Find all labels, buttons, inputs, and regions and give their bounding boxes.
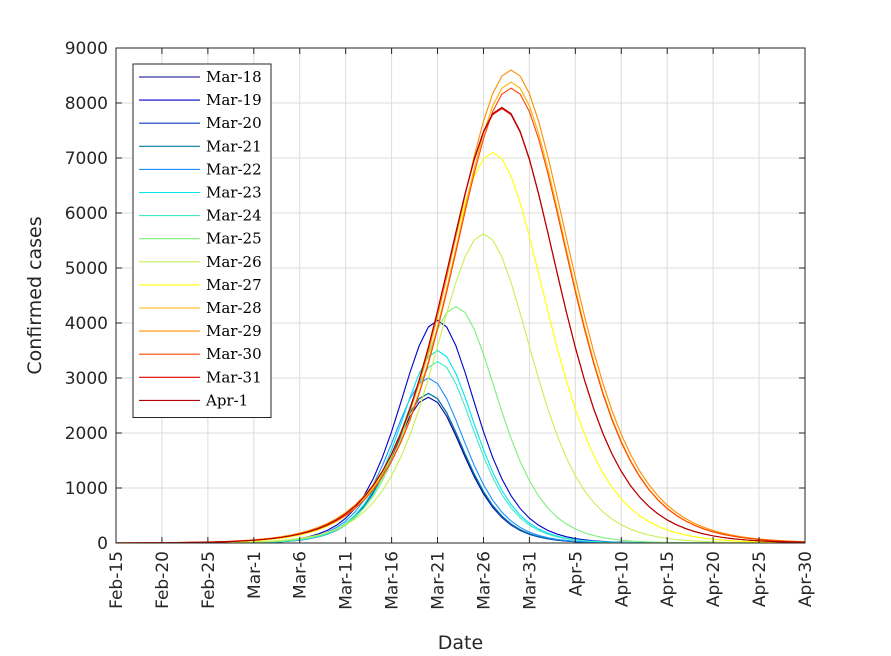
legend-entry-label: Mar-29 <box>206 322 262 340</box>
x-tick-label: Apr-15 <box>658 551 678 607</box>
plot-frame <box>115 47 806 544</box>
y-tick-label: 4000 <box>65 314 108 334</box>
y-tick-label: 8000 <box>65 94 108 114</box>
x-tick-label: Mar-11 <box>337 551 357 610</box>
legend-entry-label: Mar-30 <box>206 345 262 363</box>
legend-entry-label: Mar-20 <box>206 114 262 132</box>
y-axis-title: Confirmed cases <box>24 216 46 374</box>
x-tick-label: Apr-5 <box>566 551 586 596</box>
x-tick-label: Mar-16 <box>383 551 403 610</box>
x-tick-label: Feb-25 <box>199 551 219 609</box>
y-tick-label: 9000 <box>65 39 108 59</box>
legend-entry-label: Mar-27 <box>206 276 262 294</box>
x-tick-label: Mar-21 <box>429 551 449 610</box>
y-tick-label: 2000 <box>65 424 108 444</box>
legend-entry-label: Mar-21 <box>206 137 262 155</box>
x-tick-label: Mar-26 <box>474 551 494 610</box>
x-tick-label: Feb-20 <box>153 551 173 609</box>
y-tick-label: 1000 <box>65 479 108 499</box>
x-axis-title: Date <box>438 632 483 654</box>
x-tick-label: Mar-6 <box>291 551 311 599</box>
y-tick-label: 0 <box>97 534 108 554</box>
legend-entry-label: Mar-25 <box>206 230 262 248</box>
series-line-apr-1 <box>115 106 806 544</box>
legend-entry-label: Apr-1 <box>205 391 248 409</box>
x-tick-label: Feb-15 <box>107 551 127 609</box>
x-tick-labels: Feb-15 Feb-20 Feb-25 Mar-1 Mar-6 Mar-11 Mar-16… <box>107 551 816 610</box>
x-tick-label: Apr-20 <box>704 551 724 607</box>
legend-entry-label: Mar-31 <box>206 368 262 386</box>
x-tick-label: Apr-30 <box>796 551 816 607</box>
y-tick-label: 3000 <box>65 369 108 389</box>
series-line-mar-26 <box>116 233 806 544</box>
legend: Mar-18 Mar-19 Mar-20 Mar-21 Mar-22 Mar-23 Mar-… <box>132 63 272 418</box>
x-tick-label: Mar-31 <box>520 551 540 610</box>
y-tick-labels: 0 1000 2000 3000 4000 5000 6000 7000 8000 9000 <box>65 39 108 554</box>
legend-entry-label: Mar-22 <box>206 160 262 178</box>
legend-entry-label: Mar-24 <box>206 207 262 225</box>
y-tick-label: 6000 <box>65 204 108 224</box>
legend-entry-label: Mar-23 <box>206 184 262 202</box>
legend-entry-label: Mar-28 <box>206 299 262 317</box>
y-tick-label: 7000 <box>65 149 108 169</box>
x-tick-label: Apr-25 <box>750 551 770 607</box>
legend-entry-label: Mar-18 <box>206 68 262 86</box>
legend-entry-label: Mar-26 <box>206 253 262 271</box>
ticks <box>115 47 806 544</box>
legend-entry-label: Mar-19 <box>206 91 262 109</box>
x-tick-label: Mar-1 <box>245 551 265 599</box>
x-tick-label: Apr-10 <box>612 551 632 607</box>
y-tick-label: 5000 <box>65 259 108 279</box>
